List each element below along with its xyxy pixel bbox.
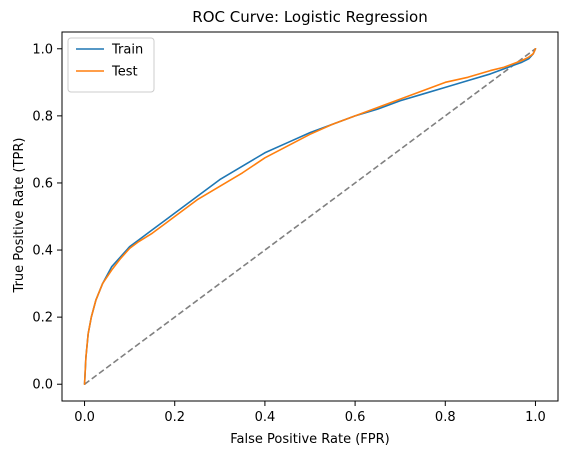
axes-frame — [61, 31, 559, 402]
y-tick-label: 0.2 — [32, 311, 53, 326]
y-tick-label: 0.6 — [32, 176, 53, 191]
x-tick-label: 0.8 — [435, 410, 456, 425]
legend-label-test: Test — [111, 65, 138, 80]
x-tick-label: 0.6 — [345, 410, 366, 425]
y-axis-label: True Positive Rate (TPR) — [12, 138, 27, 294]
x-tick-label: 0.4 — [255, 410, 276, 425]
reference-diagonal-line — [84, 48, 536, 385]
x-tick-label: 1.0 — [525, 410, 546, 425]
y-tick-label: 0.8 — [32, 109, 53, 124]
legend-label-train: Train — [111, 43, 143, 58]
chart-title: ROC Curve: Logistic Regression — [192, 8, 427, 26]
legend-box — [67, 37, 155, 93]
y-tick-label: 1.0 — [32, 42, 53, 57]
y-tick-label: 0.4 — [32, 244, 53, 259]
x-tick-label: 0.0 — [74, 410, 95, 425]
x-tick-label: 0.2 — [164, 410, 185, 425]
y-tick-label: 0.0 — [32, 378, 53, 393]
series-line-test — [83, 47, 537, 386]
plot-area: 0.0 0.2 0.4 0.6 0.8 1.0 0.0 0.2 0.4 0.6 0.8 1.0 Trai… — [32, 31, 559, 425]
x-axis-label: False Positive Rate (FPR) — [230, 432, 389, 447]
